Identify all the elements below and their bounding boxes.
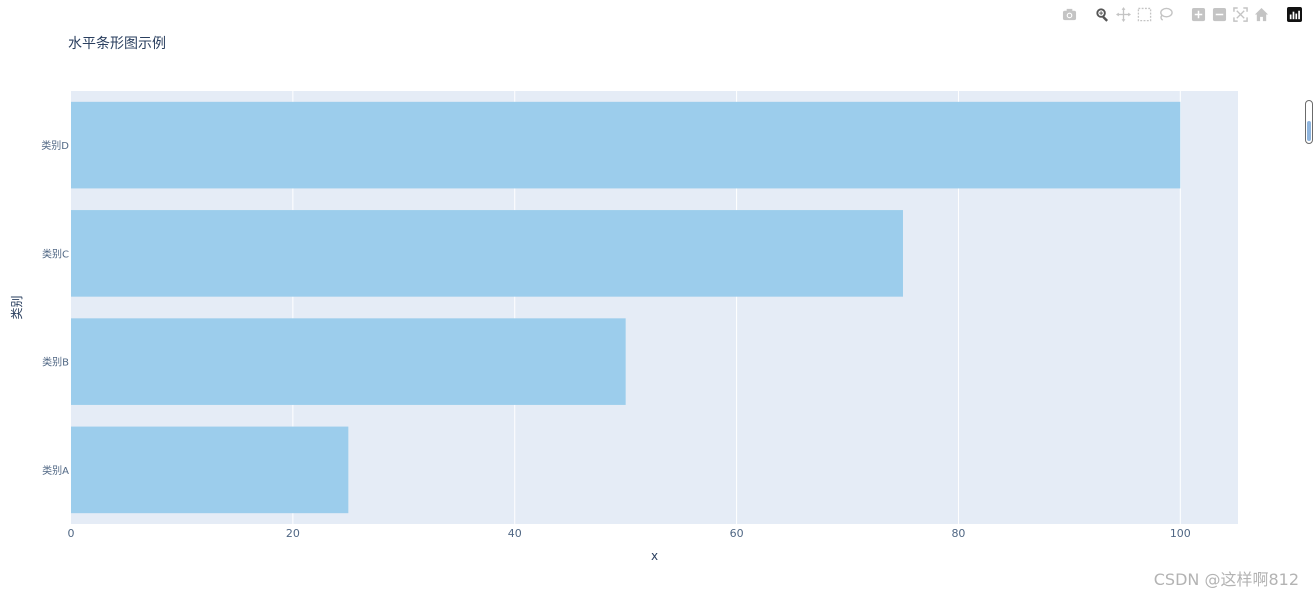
- zoom-icon[interactable]: [1094, 6, 1111, 23]
- bar-3: [71, 101, 1181, 189]
- bar-0: [71, 426, 349, 514]
- bar-1: [71, 318, 626, 405]
- watermark: CSDN @这样啊812: [1153, 570, 1299, 589]
- scroll-handle[interactable]: [1305, 100, 1313, 144]
- y-tick-label: 类别D: [41, 139, 69, 152]
- x-tick-label: 100: [1170, 527, 1191, 540]
- y-axis-ticks: 类别A 类别B 类别C 类别D: [41, 139, 69, 477]
- autoscale-icon[interactable]: [1232, 6, 1249, 23]
- plotly-logo-icon[interactable]: [1286, 6, 1303, 23]
- camera-icon[interactable]: [1061, 6, 1078, 23]
- zoom-in-icon[interactable]: [1190, 6, 1207, 23]
- x-tick-label: 60: [730, 527, 744, 540]
- zoom-out-icon[interactable]: [1211, 6, 1228, 23]
- x-axis-ticks: 0 20 40 60 80 100: [68, 527, 1191, 540]
- x-tick-label: 40: [508, 527, 522, 540]
- x-tick-label: 0: [68, 527, 75, 540]
- y-tick-label: 类别B: [42, 356, 69, 369]
- x-axis-title: x: [651, 549, 658, 563]
- y-tick-label: 类别C: [42, 247, 69, 260]
- x-tick-label: 80: [951, 527, 965, 540]
- x-tick-label: 20: [286, 527, 300, 540]
- bar-2: [71, 210, 903, 297]
- lasso-select-icon[interactable]: [1157, 6, 1174, 23]
- y-tick-label: 类别A: [42, 464, 69, 477]
- reset-axes-icon[interactable]: [1253, 6, 1270, 23]
- bars: [71, 101, 1181, 514]
- pan-icon[interactable]: [1115, 6, 1132, 23]
- chart-title: 水平条形图示例: [68, 36, 166, 52]
- modebar: [1061, 6, 1303, 23]
- y-axis-title: 类别: [10, 295, 24, 319]
- box-select-icon[interactable]: [1136, 6, 1153, 23]
